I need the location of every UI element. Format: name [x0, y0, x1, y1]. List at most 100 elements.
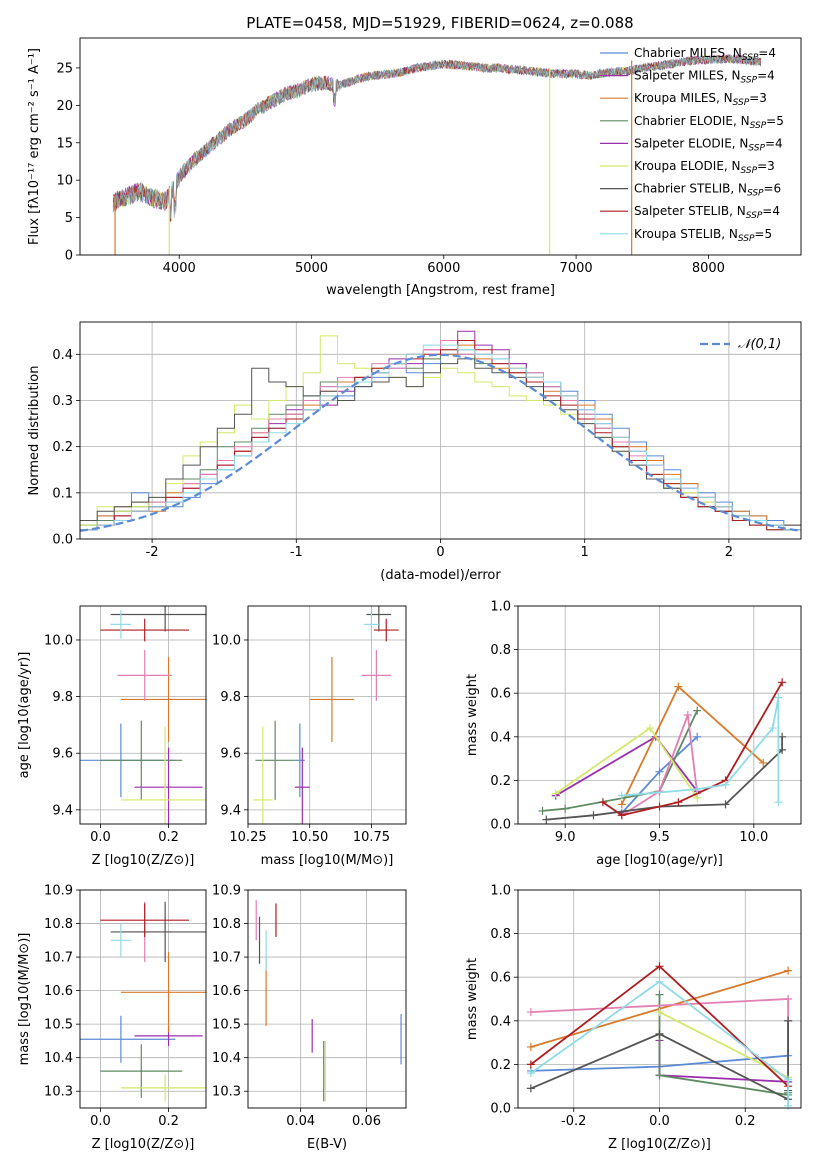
ylabel-label: Normed distribution	[27, 366, 42, 496]
axes-4: 9.0 9.5 10.0 0.0 0.2 0.4 0.6 0.8 1.0	[490, 600, 801, 845]
y-tick-label: 10	[56, 174, 73, 189]
legend-entry: Kroupa MILES, NSSP=3	[634, 91, 767, 108]
x-tick-label: 10.75	[353, 830, 390, 845]
mass-weight-line	[621, 714, 699, 817]
axes-2: 0.0 0.2 9.4 9.6 9.8 10.0	[44, 606, 206, 845]
legend-text: Chabrier MILES, N	[634, 46, 742, 60]
mass-weight-marker	[655, 1008, 664, 1017]
ylabel-label: mass [log10(M/M⊙)]	[17, 933, 32, 1066]
mass-weight-marker	[674, 798, 683, 807]
y-tick-label: 0.6	[490, 971, 511, 986]
legend-entry: 𝒩(0,1)	[738, 337, 781, 352]
y-tick-label: 0.2	[52, 440, 73, 455]
mass-weight-marker	[674, 682, 683, 691]
legend-text: =4	[765, 136, 783, 150]
axes-7: -0.2 0.0 0.2 0.0 0.2 0.4 0.6 0.8 1.0	[490, 884, 801, 1129]
x-tick-label: 4000	[163, 261, 196, 276]
y-tick-label: 10.8	[44, 917, 73, 932]
mass-weight-marker	[526, 1060, 535, 1069]
mass-weight-marker	[784, 1075, 793, 1084]
x-tick-label: -2	[146, 545, 159, 560]
y-tick-label: 9.4	[220, 803, 241, 818]
y-tick-label: 0.8	[490, 927, 511, 942]
y-tick-label: 0.4	[490, 730, 511, 745]
xlabel-label: Z [log10(Z/Z⊙)]	[92, 853, 195, 868]
axes-0: 4000 5000 6000 7000 8000 0 5 10 15 20 25	[56, 53, 762, 276]
mass-weight-marker	[526, 1084, 535, 1093]
histogram-series	[80, 358, 801, 526]
mass-weight-marker	[683, 711, 692, 719]
x-tick-label: 2	[725, 545, 733, 560]
y-tick-label: 10.5	[212, 1018, 241, 1033]
legend-text: Kroupa ELODIE, N	[634, 159, 741, 173]
mass-weight-marker	[693, 706, 702, 715]
ylabel-label: mass weight	[465, 674, 480, 756]
mass-weight-marker	[561, 804, 570, 813]
legend-entry: Salpeter MILES, NSSP=4	[634, 69, 775, 86]
mass-weight-line	[542, 710, 699, 812]
mass-weight-marker	[617, 800, 626, 809]
y-tick-label: 10.4	[212, 1051, 241, 1066]
legend-text: =4	[758, 46, 776, 60]
y-tick-label: 0.4	[52, 348, 73, 363]
axes-frame	[247, 605, 407, 825]
x-tick-label: 0.0	[90, 830, 111, 845]
mass-weight-marker	[526, 1069, 535, 1078]
legend-entry: Chabrier MILES, NSSP=4	[634, 46, 776, 63]
xlabel-label: mass [log10(M/M⊙)]	[261, 853, 394, 868]
x-tick-label: 10.0	[739, 830, 768, 845]
y-tick-label: 10.3	[212, 1085, 241, 1100]
mass-weight-marker	[655, 1071, 664, 1080]
y-tick-label: 5	[65, 211, 73, 226]
y-tick-label: 10.9	[44, 884, 73, 899]
x-tick-label: -1	[290, 545, 303, 560]
y-tick-label: 10.5	[44, 1018, 73, 1033]
legend-text: Salpeter STELIB, N	[634, 204, 746, 218]
mass-weight-line	[620, 685, 764, 805]
xlabel-label: Z [log10(Z/Z⊙)]	[608, 1137, 711, 1152]
x-tick-label: 6000	[427, 261, 460, 276]
ylabel-label: age [log10(age/yr)]	[17, 652, 32, 779]
x-tick-label: 1	[581, 545, 589, 560]
mass-weight-marker	[551, 789, 560, 798]
ylabel-label: mass weight	[465, 958, 480, 1040]
axes-1: -2 -1 0 1 2 0.0 0.1 0.2 0.3 0.4	[52, 322, 801, 560]
y-tick-label: 10.4	[44, 1051, 73, 1066]
xlabel-label: E(B-V)	[307, 1137, 347, 1152]
x-tick-label: 0.06	[352, 1114, 381, 1129]
mass-weight-marker	[526, 1008, 535, 1017]
mass-weight-marker	[617, 791, 626, 800]
xlabel-label: (data-model)/error	[380, 568, 501, 583]
y-tick-label: 10.8	[212, 917, 241, 932]
legend-entry: Salpeter STELIB, NSSP=4	[634, 204, 780, 221]
mass-weight-marker	[721, 800, 730, 809]
y-tick-label: 0.6	[490, 687, 511, 702]
legend-text: =5	[766, 114, 784, 128]
legend-subscript: SSP	[741, 76, 758, 86]
x-tick-label: 5000	[295, 261, 328, 276]
mass-weight-marker	[693, 732, 702, 741]
mass-weight-marker	[655, 962, 664, 971]
x-tick-label: 0	[436, 545, 444, 560]
x-tick-label: 9.0	[555, 830, 576, 845]
axes-6: 0.04 0.06 10.3 10.4 10.5 10.6 10.7 10.8 10.9	[212, 884, 406, 1129]
y-tick-label: 10.3	[44, 1085, 73, 1100]
mass-weight-marker	[589, 811, 598, 820]
legend-entry: Chabrier ELODIE, NSSP=5	[634, 114, 784, 131]
axes-frame	[517, 889, 802, 1109]
spectrum-series-line	[112, 54, 761, 220]
legend-subscript: SSP	[746, 211, 763, 221]
y-tick-label: 0.0	[490, 1102, 511, 1117]
mass-weight-marker	[598, 798, 607, 807]
legend-subscript: SSP	[748, 143, 765, 153]
legend-text: =3	[757, 159, 775, 173]
y-tick-label: 10.7	[44, 951, 73, 966]
mass-weight-marker	[784, 995, 793, 1003]
mass-weight-marker	[774, 798, 783, 807]
axes-frame	[517, 605, 802, 825]
mass-weight-marker	[778, 732, 787, 741]
ylabel-label: Flux [fλ10⁻¹⁷ erg cm⁻² s⁻¹ A⁻¹]	[27, 48, 42, 245]
mass-weight-marker	[784, 966, 793, 975]
axes-frame	[79, 889, 207, 1109]
